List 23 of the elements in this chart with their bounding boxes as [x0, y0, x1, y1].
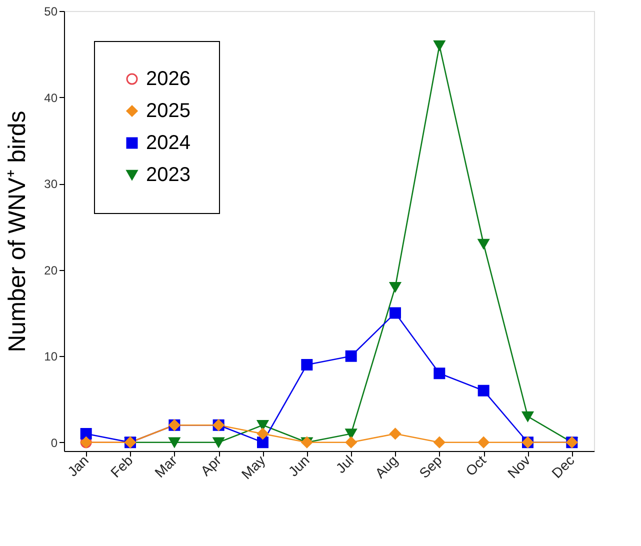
x-tick-label: Jan [64, 452, 92, 480]
x-tick-label: Sep [416, 452, 446, 482]
y-tick-label: 30 [44, 177, 58, 192]
legend-label: 2025 [146, 100, 190, 122]
x-tick-label: May [238, 452, 268, 482]
y-tick-label: 10 [44, 350, 58, 364]
x-tick-label: Mar [151, 452, 180, 481]
y-tick-label: 50 [44, 4, 58, 18]
y-tick-label: 20 [44, 263, 58, 278]
y-tick-label: 0 [50, 436, 58, 450]
x-tick-label: Apr [197, 452, 224, 479]
x-tick-label: Jul [332, 452, 357, 476]
x-tick-label: Oct [462, 452, 490, 479]
legend-label: 2026 [146, 68, 190, 90]
y-tick-label: 40 [44, 90, 58, 105]
legend-label: 2024 [146, 132, 190, 154]
x-tick-label: Dec [548, 452, 578, 482]
y-axis-title: Number of WNV⁺ birds [4, 110, 32, 352]
x-tick-label: Nov [504, 452, 534, 482]
x-tick-label: Feb [107, 452, 136, 481]
x-tick-label: Aug [372, 452, 401, 482]
x-tick-label: Jun [285, 452, 312, 480]
legend-label: 2023 [146, 164, 190, 186]
